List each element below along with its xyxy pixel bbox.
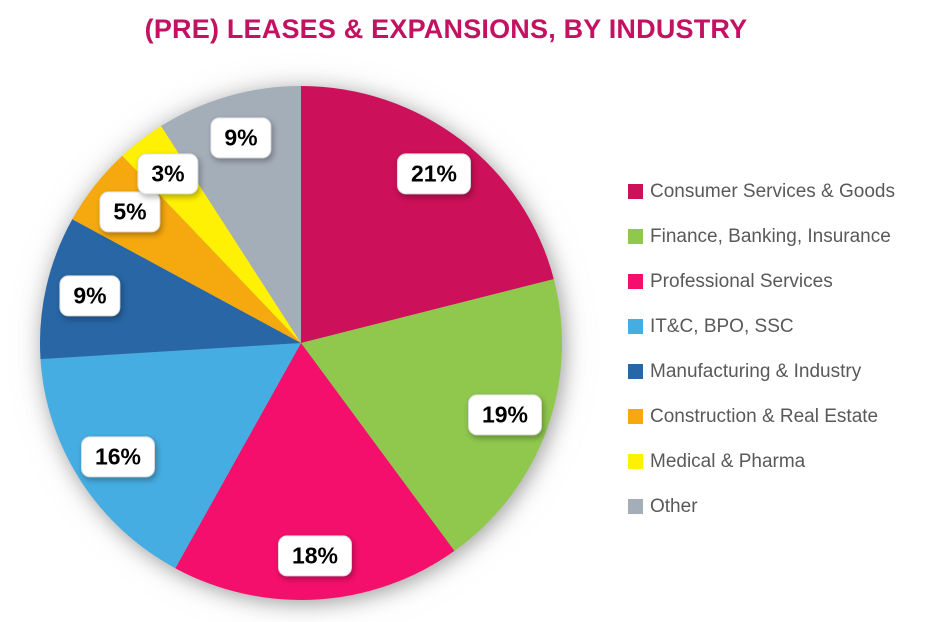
legend-swatch-icon (628, 499, 643, 514)
legend-label: Medical & Pharma (650, 450, 806, 472)
legend-label: IT&C, BPO, SSC (650, 315, 794, 337)
pie-data-label-construction-real-estate: 5% (99, 191, 161, 233)
pie-data-label-manufacturing-industry: 9% (59, 275, 121, 317)
legend-label: Finance, Banking, Insurance (650, 225, 891, 247)
legend-label: Consumer Services & Goods (650, 180, 895, 202)
pie-slice-finance-banking-insurance (301, 279, 562, 551)
legend: Consumer Services & Goods Finance, Banki… (628, 169, 895, 529)
legend-item-other: Other (628, 484, 895, 529)
legend-label: Professional Services (650, 270, 833, 292)
pie-data-label-medical-pharma: 3% (137, 153, 199, 195)
legend-swatch-icon (628, 184, 643, 199)
pie-data-label-finance-banking-insurance: 19% (467, 394, 543, 436)
pie-slice-consumer-services-goods (301, 86, 554, 343)
legend-item-professional-services: Professional Services (628, 259, 895, 304)
legend-label: Manufacturing & Industry (650, 360, 862, 382)
legend-item-finance-banking-insurance: Finance, Banking, Insurance (628, 214, 895, 259)
legend-item-construction-real-estate: Construction & Real Estate (628, 394, 895, 439)
legend-item-medical-pharma: Medical & Pharma (628, 439, 895, 484)
legend-swatch-icon (628, 364, 643, 379)
pie-slice-manufacturing-industry (39, 219, 301, 360)
pie-data-label-it-c-bpo-ssc: 16% (80, 436, 156, 478)
legend-item-it-c-bpo-ssc: IT&C, BPO, SSC (628, 304, 895, 349)
legend-label: Other (650, 495, 698, 517)
pie-data-label-other: 9% (210, 117, 272, 159)
legend-swatch-icon (628, 319, 643, 334)
pie-chart: 21% 19% 18% 16% 9% 5% 3% 9% (39, 85, 562, 600)
pie-data-label-professional-services: 18% (277, 535, 353, 577)
pie-data-label-consumer-services-goods: 21% (396, 153, 472, 195)
legend-item-manufacturing-industry: Manufacturing & Industry (628, 349, 895, 394)
pie-slice-professional-services (175, 343, 455, 600)
legend-swatch-icon (628, 274, 643, 289)
legend-label: Construction & Real Estate (650, 405, 879, 427)
chart-title: (PRE) LEASES & EXPANSIONS, BY INDUSTRY (144, 14, 748, 44)
legend-item-consumer-services-goods: Consumer Services & Goods (628, 169, 895, 214)
legend-swatch-icon (628, 409, 643, 424)
legend-swatch-icon (628, 454, 643, 469)
pie-slice-it-c-bpo-ssc (40, 343, 301, 569)
legend-swatch-icon (628, 229, 643, 244)
